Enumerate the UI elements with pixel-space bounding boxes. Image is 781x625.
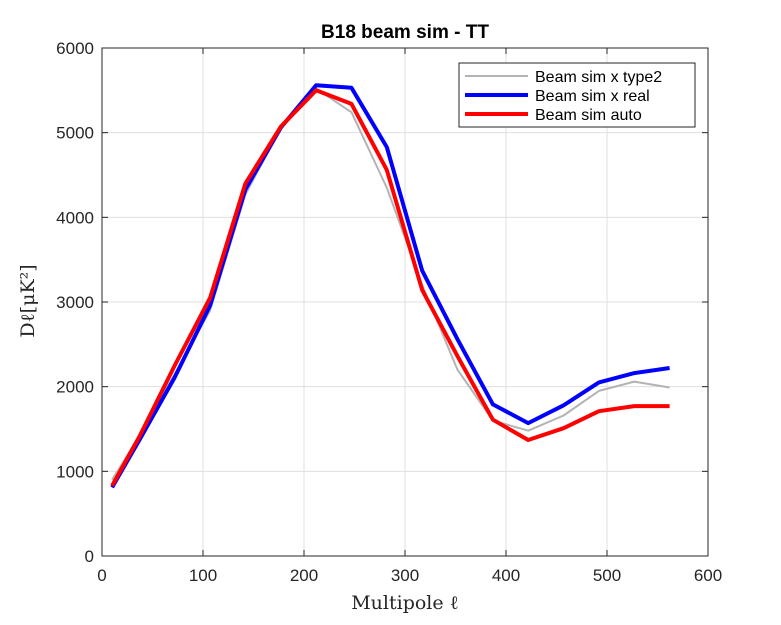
x-tick-label: 500 (593, 566, 621, 585)
legend: Beam sim x type2 Beam sim x real Beam sim … (458, 62, 696, 128)
y-axis-label: Dℓ[μK²] (17, 264, 39, 337)
y-tick-label: 0 (85, 547, 94, 566)
legend-label-2: Beam sim x real (535, 88, 650, 105)
axis-ticks: 0 100 200 300 400 500 600010002000300040005000… (56, 39, 722, 585)
y-tick-label: 3000 (56, 293, 94, 312)
y-tick-label: 5000 (56, 124, 94, 143)
legend-label-3: Beam sim auto (535, 107, 642, 124)
x-axis-label: Multipole ℓ (351, 592, 459, 614)
y-tick-label: 4000 (56, 208, 94, 227)
legend-label-1: Beam sim x type2 (535, 69, 662, 86)
series-line-2 (110, 83, 670, 489)
series-lines (110, 83, 670, 489)
x-tick-label: 0 (97, 566, 106, 585)
series-line-3 (110, 88, 670, 487)
y-tick-label: 1000 (56, 462, 94, 481)
x-tick-label: 300 (391, 566, 419, 585)
x-tick-label: 200 (290, 566, 318, 585)
series-line-1 (111, 87, 670, 481)
x-tick-label: 600 (694, 566, 722, 585)
chart-title: B18 beam sim - TT (321, 22, 489, 43)
x-tick-label: 400 (492, 566, 520, 585)
x-tick-label: 100 (189, 566, 217, 585)
y-tick-label: 6000 (56, 39, 94, 58)
y-tick-label: 2000 (56, 378, 94, 397)
